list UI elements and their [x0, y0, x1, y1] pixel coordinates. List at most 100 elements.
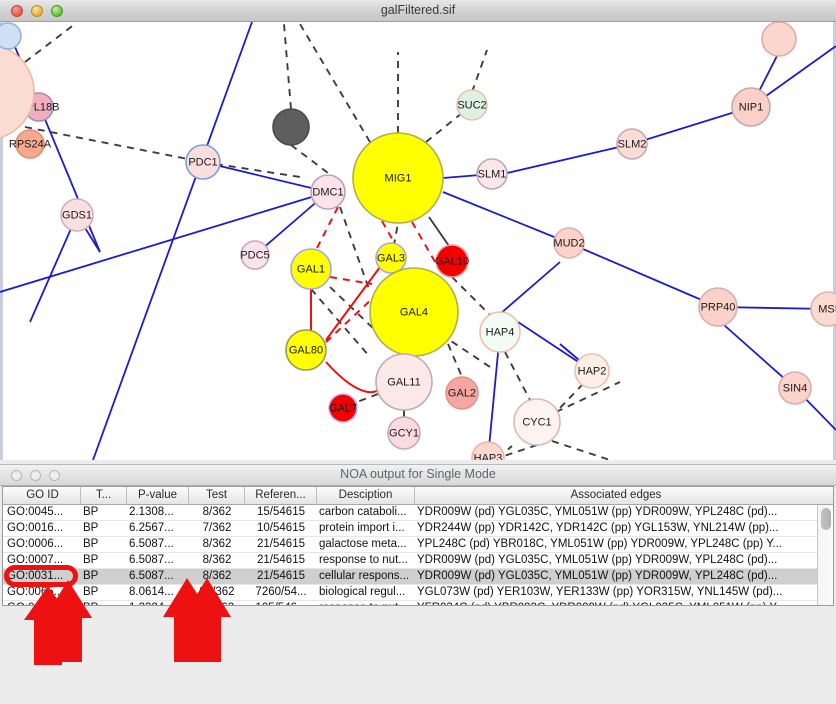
cell-go_id: GO:0031... — [7, 601, 79, 605]
node-suc2[interactable]: SUC2 — [456, 89, 488, 121]
node-sin4[interactable]: SIN4 — [778, 371, 812, 405]
node-mig1[interactable]: MIG1 — [352, 132, 444, 224]
node-shape[interactable] — [574, 353, 610, 389]
table-row[interactable]: GO:0045... BP 2.1308... 8/362 15/54615 carbon… — [3, 505, 817, 521]
table-row[interactable]: GO:0016... BP 6.2567... 7/362 10/54615 protei… — [3, 521, 817, 537]
node-pdc5[interactable]: PDC5 — [240, 240, 270, 270]
node-shape[interactable] — [731, 87, 771, 127]
node-shape[interactable] — [616, 128, 648, 160]
node-shape[interactable] — [476, 158, 508, 190]
node-shape[interactable] — [0, 44, 35, 140]
node-rps24a[interactable]: RPS24A — [9, 129, 52, 159]
column-header-test[interactable]: Test — [189, 487, 245, 504]
noa-output-dialog: NOA output for Single Mode GO ID T... P-va… — [0, 460, 836, 704]
dlg-maximize-button[interactable] — [49, 470, 60, 481]
node-gal2[interactable]: GAL2 — [445, 376, 479, 410]
dialog-titlebar[interactable] — [0, 464, 836, 486]
table-row[interactable]: GO:0031... BP 6.5087... 8/362 21/54615 cellul… — [3, 569, 817, 585]
node-shape[interactable] — [60, 198, 94, 232]
node-label: MUD2 — [553, 237, 584, 249]
table-row[interactable]: GO:0006... BP 6.5087... 8/362 21/54615 galact… — [3, 537, 817, 553]
node-shape[interactable] — [698, 287, 738, 327]
table-row[interactable]: GO:0007... BP 6.5087... 8/362 21/54615 respon… — [3, 553, 817, 569]
maximize-button[interactable] — [51, 5, 63, 17]
node-prp40[interactable]: PRP40 — [698, 287, 738, 327]
node-hap2[interactable]: HAP2 — [574, 353, 610, 389]
node-shape[interactable] — [15, 129, 45, 159]
node-label: MIG1 — [385, 172, 412, 184]
node-hap4[interactable]: HAP4 — [479, 311, 521, 353]
node-gds1[interactable]: GDS1 — [60, 198, 94, 232]
close-button[interactable] — [11, 5, 23, 17]
pp-edges — [0, 22, 836, 460]
node-gal11[interactable]: GAL11 — [375, 353, 433, 411]
column-header-edges[interactable]: Associated edges — [570, 489, 662, 501]
table-vertical-scrollbar[interactable] — [817, 505, 833, 605]
column-header-go_id[interactable]: GO ID — [5, 487, 81, 504]
node-gal1[interactable]: GAL1 — [290, 248, 332, 290]
node-topleftsmall[interactable] — [0, 22, 22, 50]
table-row[interactable]: GO:0065... BP 8.0614... 94/362 7260/54... bio… — [3, 585, 817, 601]
node-shape[interactable] — [0, 22, 22, 50]
node-shape[interactable] — [471, 441, 505, 460]
node-cyc1[interactable]: CYC1 — [513, 398, 561, 446]
node-pdc1[interactable]: PDC1 — [185, 144, 221, 180]
node-gcy1[interactable]: GCY1 — [387, 416, 421, 450]
node-shape[interactable] — [240, 240, 270, 270]
dlg-close-button[interactable] — [11, 470, 22, 481]
table-body[interactable]: GO:0045... BP 2.1308... 8/362 15/54615 carbon… — [3, 505, 817, 605]
column-header-desc[interactable]: Desciption — [317, 487, 415, 504]
node-gal7[interactable]: GAL7 — [328, 393, 358, 423]
node-shape[interactable] — [778, 371, 812, 405]
main-window-titlebar[interactable]: galFiltered.sif — [0, 0, 836, 22]
node-gal4[interactable]: GAL4 — [369, 267, 459, 357]
node-slm1[interactable]: SLM1 — [476, 158, 508, 190]
cell-edges: YPL248C (pd) YBR018C, YML051W (pp) YDR00… — [417, 538, 783, 550]
node-shape[interactable] — [185, 144, 221, 180]
node-dark[interactable] — [272, 108, 310, 146]
node-gal3[interactable]: GAL3 — [375, 242, 407, 274]
node-topright[interactable] — [761, 22, 797, 57]
results-table[interactable]: GO ID T... P-value Test Referen... Desciption… — [2, 486, 834, 606]
node-shape[interactable] — [479, 311, 521, 353]
node-shape[interactable] — [375, 353, 433, 411]
node-shape[interactable] — [435, 244, 469, 278]
column-header-ref[interactable]: Referen... — [245, 487, 317, 504]
scrollbar-thumb[interactable] — [821, 508, 831, 530]
node-shape[interactable] — [810, 291, 836, 327]
cell-edges: YDR009W (pd) YGL035C, YML051W (pp) YDR00… — [417, 506, 778, 518]
node-label: GCY1 — [389, 427, 419, 439]
node-shape[interactable] — [285, 329, 327, 371]
node-shape[interactable] — [328, 393, 358, 423]
node-hap3[interactable]: HAP3 — [471, 441, 505, 460]
node-shape[interactable] — [761, 22, 797, 57]
node-shape[interactable] — [272, 108, 310, 146]
column-header-pvalue[interactable]: P-value — [127, 487, 189, 504]
node-label: HAP3 — [474, 452, 503, 460]
minimize-button[interactable] — [31, 5, 43, 17]
node-slm2[interactable]: SLM2 — [616, 128, 648, 160]
node-bigleft[interactable] — [0, 44, 35, 140]
node-shape[interactable] — [352, 132, 444, 224]
node-shape[interactable] — [387, 416, 421, 450]
network-graph-svg: RPL18BRPS24AGDS1PDC1PDC5DMC1MIG1SUC2SLM1… — [0, 22, 836, 460]
cell-pvalue: 2.1308... — [129, 506, 174, 518]
node-gal80[interactable]: GAL80 — [285, 329, 327, 371]
column-header-type[interactable]: T... — [81, 487, 127, 504]
node-gal10[interactable]: GAL10 — [435, 244, 469, 278]
table-header-row[interactable]: GO ID T... P-value Test Referen... Desciption… — [3, 487, 833, 505]
network-canvas[interactable]: RPL18B RPS24A GDS1 PDC1 PDC5 DMC1 MIG1 SUC2 SLM1… — [0, 22, 836, 460]
node-mud2[interactable]: MUD2 — [553, 227, 585, 259]
node-msi[interactable]: MSI — [810, 291, 836, 327]
table-row[interactable]: GO:0031... BP 1.3324... 11/362 105/546... res… — [3, 601, 817, 605]
node-shape[interactable] — [445, 376, 479, 410]
node-shape[interactable] — [456, 89, 488, 121]
node-shape[interactable] — [290, 248, 332, 290]
node-shape[interactable] — [513, 398, 561, 446]
node-shape[interactable] — [553, 227, 585, 259]
dlg-minimize-button[interactable] — [30, 470, 41, 481]
node-shape[interactable] — [375, 242, 407, 274]
node-shape[interactable] — [310, 174, 346, 210]
node-nip1[interactable]: NIP1 — [731, 87, 771, 127]
node-dmc1[interactable]: DMC1 — [310, 174, 346, 210]
